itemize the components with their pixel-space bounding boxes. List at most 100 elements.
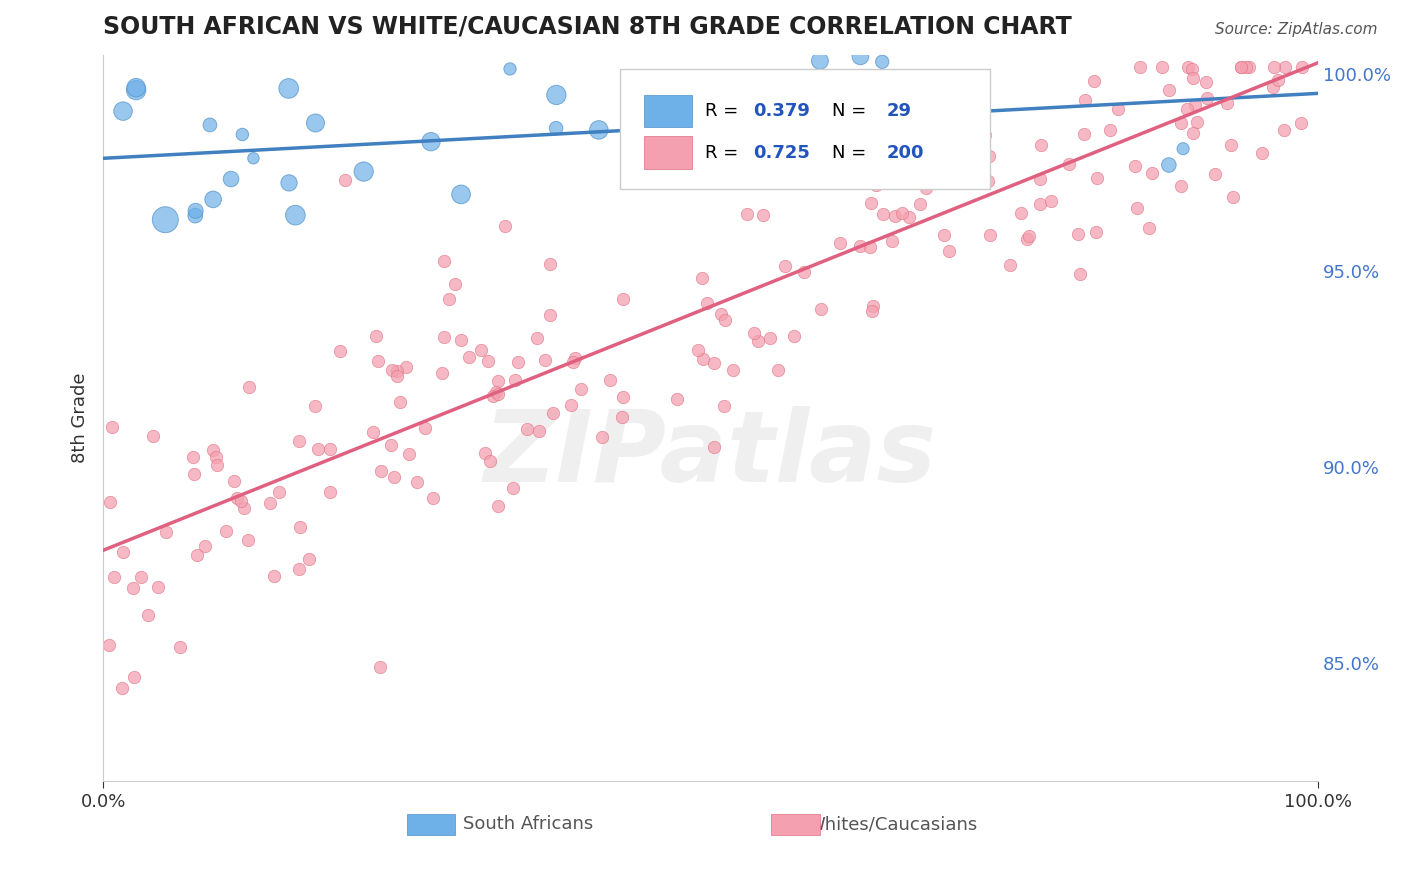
Point xyxy=(1150,60,1173,74)
Point xyxy=(1126,201,1149,215)
Point xyxy=(398,447,420,461)
Point xyxy=(560,398,582,412)
Point xyxy=(1181,62,1204,76)
Point xyxy=(231,128,253,142)
Point xyxy=(703,356,725,370)
Point xyxy=(747,334,769,349)
Point xyxy=(457,350,479,364)
Point xyxy=(269,484,291,499)
Point xyxy=(444,277,467,292)
Text: R =: R = xyxy=(704,144,744,161)
Point xyxy=(353,164,375,178)
Point xyxy=(395,359,418,374)
Point xyxy=(277,81,299,95)
Point xyxy=(112,545,135,559)
Point xyxy=(742,326,765,340)
Point xyxy=(420,135,443,149)
Point xyxy=(938,244,960,258)
Point xyxy=(1073,127,1095,141)
Point xyxy=(1220,138,1243,153)
Point xyxy=(859,240,882,254)
Point xyxy=(516,422,538,436)
Point xyxy=(183,467,205,481)
Point xyxy=(643,169,665,183)
Point xyxy=(405,475,427,489)
Point xyxy=(304,399,326,413)
Text: Source: ZipAtlas.com: Source: ZipAtlas.com xyxy=(1215,22,1378,37)
Point xyxy=(759,331,782,345)
Point xyxy=(1170,116,1192,130)
Text: 200: 200 xyxy=(887,144,924,161)
Point xyxy=(1272,123,1295,137)
Text: R =: R = xyxy=(704,102,744,120)
Point xyxy=(229,494,252,508)
Point xyxy=(957,143,980,157)
Point xyxy=(950,94,973,108)
Point xyxy=(486,375,509,389)
Point xyxy=(1204,167,1226,181)
Point xyxy=(686,343,709,357)
Point xyxy=(692,351,714,366)
Point xyxy=(591,430,613,444)
Point xyxy=(98,638,121,652)
Point xyxy=(891,206,914,220)
Text: N =: N = xyxy=(832,102,872,120)
Point xyxy=(526,331,548,345)
Point xyxy=(364,328,387,343)
Point xyxy=(1085,225,1108,239)
Point xyxy=(201,443,224,458)
Point xyxy=(155,212,177,227)
Point xyxy=(538,308,561,322)
Point xyxy=(219,172,242,186)
Point xyxy=(932,227,955,242)
Point xyxy=(329,343,352,358)
Point xyxy=(477,354,499,368)
Point xyxy=(735,207,758,221)
Point xyxy=(388,395,411,409)
Point xyxy=(898,210,921,224)
Point xyxy=(860,303,883,318)
Point xyxy=(319,484,342,499)
Point xyxy=(1267,72,1289,87)
Point xyxy=(382,469,405,483)
Point xyxy=(610,409,633,424)
Point xyxy=(319,442,342,457)
Point xyxy=(1222,189,1244,203)
Point xyxy=(696,296,718,310)
Point xyxy=(1234,60,1257,74)
Point xyxy=(238,380,260,394)
Text: ZIPatlas: ZIPatlas xyxy=(484,406,938,503)
Point xyxy=(1289,116,1312,130)
Point xyxy=(751,208,773,222)
Point xyxy=(1185,115,1208,129)
Point xyxy=(478,454,501,468)
Point xyxy=(422,491,444,506)
Point xyxy=(482,389,505,403)
Y-axis label: 8th Grade: 8th Grade xyxy=(72,373,89,463)
Point xyxy=(205,450,228,465)
Point xyxy=(866,161,889,176)
Point xyxy=(142,429,165,443)
Point xyxy=(194,539,217,553)
Point xyxy=(287,562,309,576)
Point xyxy=(1031,138,1053,153)
Point xyxy=(870,54,893,69)
Point xyxy=(723,363,745,377)
Point xyxy=(169,640,191,655)
Point xyxy=(415,421,437,435)
Point xyxy=(146,580,169,594)
Point xyxy=(1182,71,1205,86)
Point xyxy=(181,450,204,464)
Point xyxy=(1017,232,1039,246)
Point xyxy=(121,581,143,595)
Point xyxy=(184,209,207,223)
Point xyxy=(186,549,208,563)
Point xyxy=(808,54,831,68)
Point xyxy=(876,176,898,190)
Point xyxy=(112,104,135,119)
Point xyxy=(1018,228,1040,243)
Point xyxy=(103,570,125,584)
Point xyxy=(430,366,453,380)
Point xyxy=(361,425,384,439)
Point xyxy=(474,446,496,460)
